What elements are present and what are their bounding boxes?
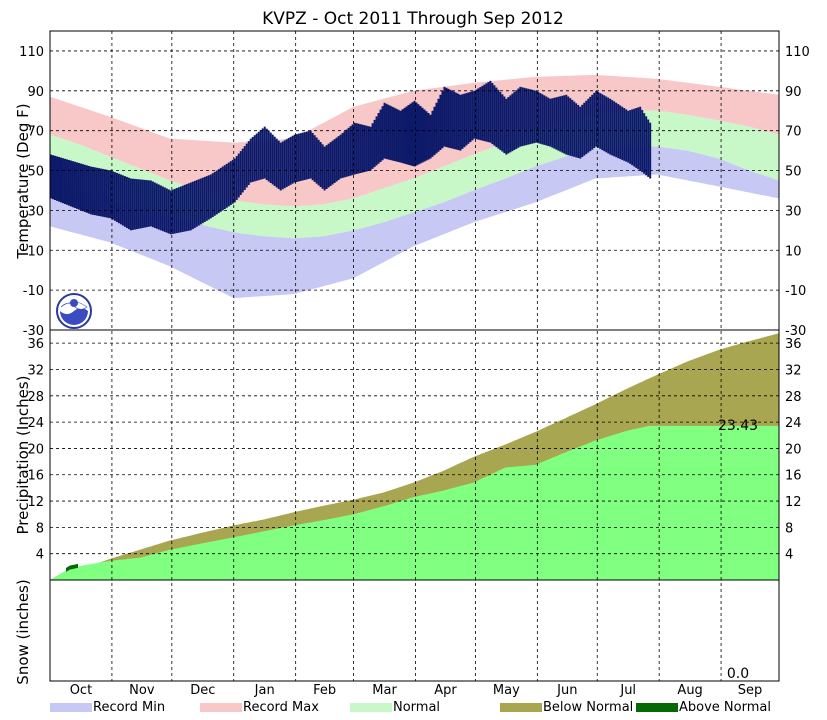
month-tick-label: Feb xyxy=(313,683,336,698)
temperature-tick-label-left: 70 xyxy=(27,125,44,140)
temperature-tick-label-left: -30 xyxy=(23,324,44,339)
record-min-band xyxy=(50,146,779,299)
temperature-tick-label-left: 90 xyxy=(27,85,44,100)
precipitation-tick-label-right: 12 xyxy=(785,495,802,510)
precipitation-tick-label-left: 12 xyxy=(27,495,44,510)
precipitation-tick-label-left: 24 xyxy=(27,416,44,431)
legend-swatch xyxy=(500,703,542,712)
legend-swatch xyxy=(200,703,242,712)
month-tick-label: Oct xyxy=(70,683,92,698)
month-tick-label: Jun xyxy=(556,683,577,698)
precipitation-tick-label-right: 4 xyxy=(785,548,793,563)
temperature-tick-label-right: -30 xyxy=(785,324,806,339)
legend-swatch xyxy=(50,703,92,712)
legend: Record Min Record Max Normal Below Normal Ab… xyxy=(50,700,771,715)
temperature-tick-label-right: 10 xyxy=(785,244,802,259)
month-tick-label: Jul xyxy=(619,683,636,698)
month-tick-label: Dec xyxy=(190,683,215,698)
month-tick-label: Sep xyxy=(738,683,763,698)
legend-label: Above Normal xyxy=(679,700,771,715)
temperature-tick-label-right: 110 xyxy=(785,45,810,60)
precipitation-axis-label: Precipitation (Inches) xyxy=(14,376,32,535)
month-tick-label: May xyxy=(493,683,520,698)
temperature-tick-label-right: 30 xyxy=(785,204,802,219)
observed-precipitation-area xyxy=(50,425,779,580)
axis-ticks: -30 -30 -10 -10 10 10 30 30 50 50 70 70 90 90 110 110 4 4… xyxy=(19,45,810,698)
above-normal-precipitation-area xyxy=(66,563,78,572)
temperature-tick-label-left: 30 xyxy=(27,204,44,219)
temperature-tick-label-left: 110 xyxy=(19,45,44,60)
temperature-series-layer xyxy=(50,74,779,299)
precipitation-tick-label-right: 28 xyxy=(785,390,802,405)
precipitation-tick-label-right: 16 xyxy=(785,469,802,484)
legend-label: Record Min xyxy=(93,700,165,715)
precipitation-tick-label-right: 24 xyxy=(785,416,802,431)
gridlines xyxy=(50,31,779,681)
precipitation-tick-label-left: 32 xyxy=(27,363,44,378)
snow-panel xyxy=(50,580,779,681)
precipitation-tick-label-left: 28 xyxy=(27,390,44,405)
temperature-tick-label-left: -10 xyxy=(23,284,44,299)
precipitation-series-layer xyxy=(50,333,779,580)
legend-swatch xyxy=(636,703,678,712)
temperature-tick-label-right: 90 xyxy=(785,85,802,100)
snow-axis-label: Snow (inches) xyxy=(14,579,32,684)
month-tick-label: Aug xyxy=(677,683,702,698)
precipitation-total-label: 23.43 xyxy=(718,418,758,434)
legend-label: Record Max xyxy=(243,700,319,715)
snow-panel-border xyxy=(49,579,780,682)
legend-swatch xyxy=(350,703,392,712)
chart-title: KVPZ - Oct 2011 Through Sep 2012 xyxy=(262,9,564,29)
precipitation-tick-label-left: 20 xyxy=(27,442,44,457)
noaa-logo xyxy=(56,293,92,329)
precipitation-tick-label-left: 4 xyxy=(36,548,44,563)
month-tick-label: Nov xyxy=(129,683,155,698)
legend-label: Normal xyxy=(393,700,440,715)
month-tick-label: Jan xyxy=(254,683,275,698)
precipitation-tick-label-left: 8 xyxy=(36,521,44,536)
precipitation-tick-label-right: 8 xyxy=(785,521,793,536)
month-tick-label: Apr xyxy=(434,683,457,698)
temperature-axis-label: Temperature (Deg F) xyxy=(14,103,32,259)
precipitation-tick-label-right: 32 xyxy=(785,363,802,378)
temperature-tick-label-right: 70 xyxy=(785,125,802,140)
precipitation-tick-label-left: 16 xyxy=(27,469,44,484)
precipitation-tick-label-right: 36 xyxy=(785,337,802,352)
precipitation-tick-label-right: 20 xyxy=(785,442,802,457)
temperature-tick-label-right: -10 xyxy=(785,284,806,299)
precipitation-tick-label-left: 36 xyxy=(27,337,44,352)
month-tick-label: Mar xyxy=(372,683,397,698)
snow-total-label: 0.0 xyxy=(727,666,749,682)
temperature-tick-label-left: 10 xyxy=(27,244,44,259)
temperature-tick-label-left: 50 xyxy=(27,165,44,180)
legend-label: Below Normal xyxy=(543,700,633,715)
temperature-tick-label-right: 50 xyxy=(785,165,802,180)
